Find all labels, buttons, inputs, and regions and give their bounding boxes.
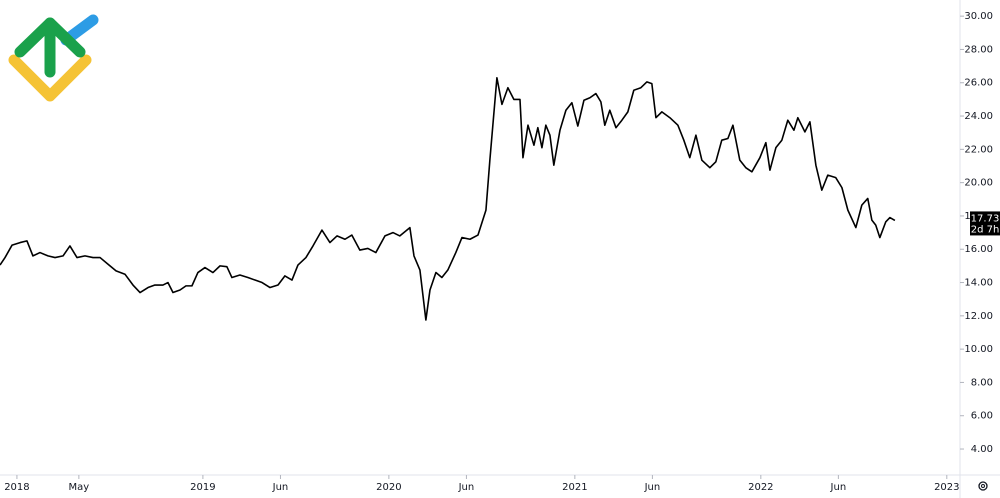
settings-icon[interactable] xyxy=(978,481,988,491)
x-tick-label: 2023 xyxy=(934,482,959,493)
price-label-box xyxy=(970,211,1000,236)
y-tick-label: 12.00 xyxy=(964,311,993,322)
price-label: 17.73 xyxy=(971,213,1000,224)
x-tick-label: May xyxy=(69,482,90,493)
gear-center[interactable] xyxy=(981,484,985,488)
y-tick-label: 14.00 xyxy=(964,278,993,289)
x-tick-label: 2019 xyxy=(190,482,215,493)
x-tick-label: Jun xyxy=(272,482,289,493)
logo-yellow xyxy=(8,54,92,102)
y-tick-label: 8.00 xyxy=(971,377,993,388)
y-tick-label: 22.00 xyxy=(964,144,993,155)
x-tick-label: 2020 xyxy=(376,482,401,493)
y-tick-label: 4.00 xyxy=(971,444,993,455)
gear[interactable] xyxy=(978,481,988,491)
y-tick-label: 26.00 xyxy=(964,78,993,89)
x-tick-label: 2021 xyxy=(562,482,587,493)
price-line xyxy=(0,76,896,321)
x-tick-label: 2018 xyxy=(4,482,29,493)
x-tick-label: Jun xyxy=(644,482,661,493)
y-tick-label: 6.00 xyxy=(971,411,993,422)
logo xyxy=(8,14,99,102)
y-tick-label: 28.00 xyxy=(964,44,993,55)
y-tick-label: 30.00 xyxy=(964,11,993,22)
x-tick-label: Jun xyxy=(830,482,847,493)
y-tick-label: 24.00 xyxy=(964,111,993,122)
y-tick-label: 16.00 xyxy=(964,244,993,255)
x-tick-label: Jun xyxy=(458,482,475,493)
y-tick-label: 10.00 xyxy=(964,344,993,355)
countdown-label: 2d 7h xyxy=(971,224,1000,235)
y-tick-label: 20.00 xyxy=(964,178,993,189)
x-tick-label: 2022 xyxy=(748,482,773,493)
